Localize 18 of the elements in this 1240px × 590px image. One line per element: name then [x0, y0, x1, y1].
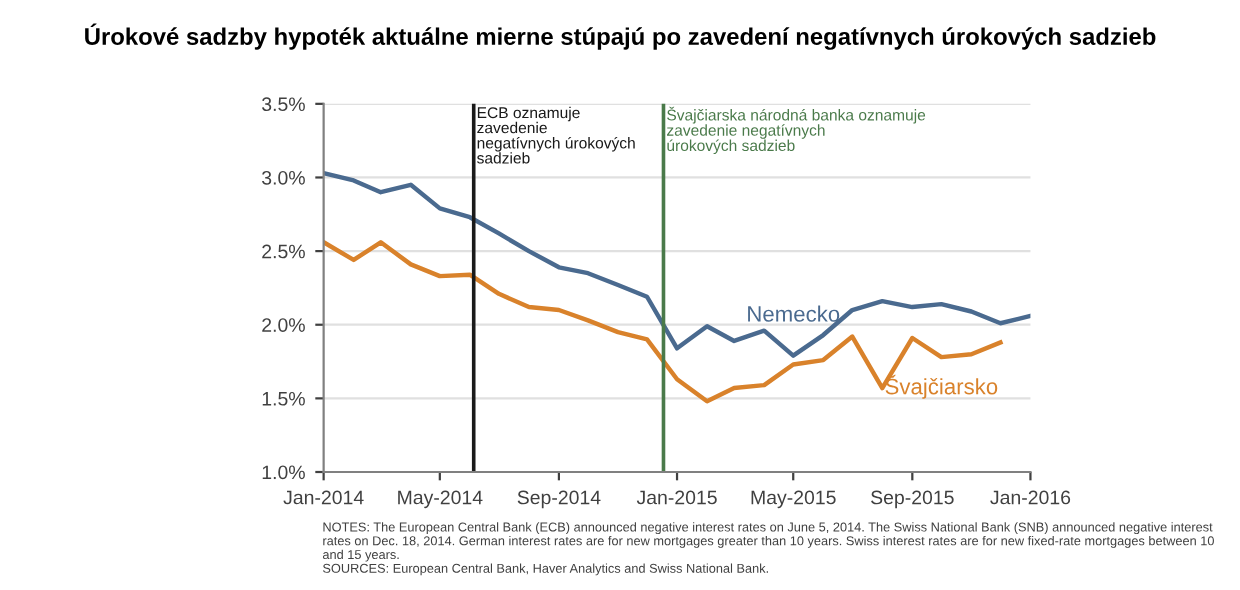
y-tick-label: 1.0% [262, 465, 305, 480]
series-label: Nemecko [748, 305, 840, 322]
line-series [323, 240, 1003, 404]
x-tick-label: May-2014 [398, 490, 483, 509]
y-tick-label: 3.0% [262, 170, 305, 185]
line-series [323, 170, 1031, 358]
x-tick-label: Jan-2014 [283, 490, 364, 505]
x-tick-label: May-2015 [751, 490, 836, 509]
y-tick-label: 3.5% [262, 97, 305, 112]
x-tick-label: Jan-2015 [636, 490, 717, 505]
y-tick-label: 2.0% [262, 318, 305, 332]
series-label: Švajčiarsko [885, 374, 998, 399]
x-tick-label: Sep-2015 [871, 490, 954, 509]
y-tick-label: 1.5% [262, 391, 305, 406]
x-tick-label: Jan-2016 [990, 490, 1071, 505]
y-tick-label: 2.5% [262, 244, 305, 259]
x-tick-label: Sep-2014 [517, 490, 601, 509]
chart-title: Úrokové sadzby hypoték aktuálne mierne stúpajú po zavedení negatívnych úrokových sadzieb [85, 23, 1156, 50]
